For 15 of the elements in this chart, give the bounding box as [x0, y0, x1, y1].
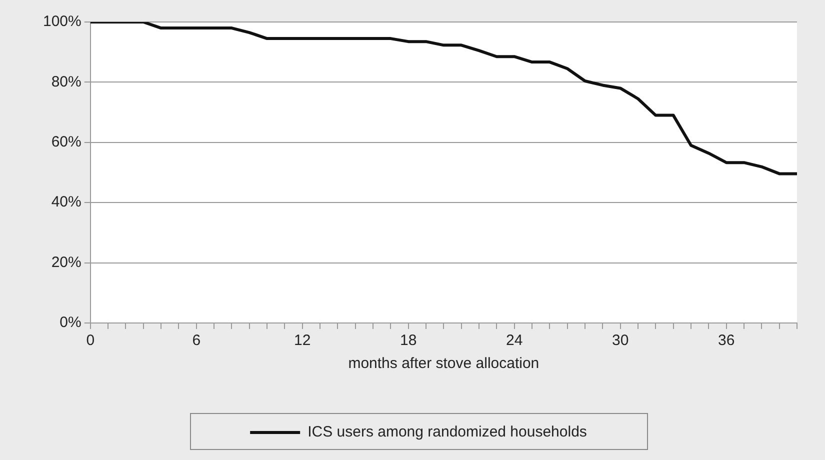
x-tick-label: 6: [192, 332, 201, 350]
y-tick-label: 40%: [51, 194, 82, 211]
x-axis-title: months after stove allocation: [348, 355, 540, 372]
x-tick-label: 24: [506, 332, 523, 350]
y-tick-label: 20%: [51, 254, 82, 271]
x-tick-label: 12: [294, 332, 311, 350]
x-tick-label: 18: [400, 332, 417, 350]
y-tick-label: 100%: [42, 13, 82, 30]
x-tick-label: 30: [612, 332, 629, 350]
y-tick-label: 60%: [51, 134, 82, 151]
y-tick-label: 0%: [60, 314, 82, 332]
y-tick-label: 80%: [51, 73, 82, 90]
x-tick-label: 36: [718, 332, 735, 350]
legend-label: ICS users among randomized households: [308, 424, 587, 441]
x-tick-label: 0: [86, 332, 95, 350]
